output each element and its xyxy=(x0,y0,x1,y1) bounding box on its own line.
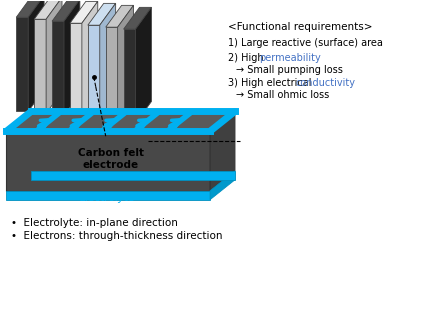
Polygon shape xyxy=(64,0,80,115)
Polygon shape xyxy=(118,5,134,121)
Text: •  Electrolyte: in-plane direction: • Electrolyte: in-plane direction xyxy=(11,217,178,228)
Polygon shape xyxy=(7,131,210,191)
Polygon shape xyxy=(46,0,62,113)
Polygon shape xyxy=(100,3,115,119)
Text: → Small ohmic loss: → Small ohmic loss xyxy=(236,90,329,100)
Text: 3) High electrical: 3) High electrical xyxy=(228,78,315,88)
Polygon shape xyxy=(31,171,235,180)
Text: <Functional requirements>: <Functional requirements> xyxy=(228,22,372,32)
Polygon shape xyxy=(124,29,135,123)
Polygon shape xyxy=(34,19,46,113)
Polygon shape xyxy=(210,171,235,200)
Text: conductivity: conductivity xyxy=(296,78,355,88)
Polygon shape xyxy=(124,7,151,29)
Polygon shape xyxy=(52,0,80,21)
Polygon shape xyxy=(52,21,64,115)
Polygon shape xyxy=(7,111,235,131)
Text: 2) High: 2) High xyxy=(228,53,266,63)
Text: → Small pumping loss: → Small pumping loss xyxy=(236,65,343,75)
Polygon shape xyxy=(70,1,98,23)
Polygon shape xyxy=(16,17,28,111)
Polygon shape xyxy=(106,5,134,27)
Polygon shape xyxy=(16,0,44,17)
Text: permeability: permeability xyxy=(259,53,320,63)
Polygon shape xyxy=(7,191,210,200)
Polygon shape xyxy=(28,0,44,111)
Text: •  Electrons: through-thickness direction: • Electrons: through-thickness direction xyxy=(11,231,223,242)
Polygon shape xyxy=(88,3,115,25)
Polygon shape xyxy=(34,0,62,19)
Polygon shape xyxy=(106,27,118,121)
Text: Electrolyte: Electrolyte xyxy=(80,193,135,203)
Polygon shape xyxy=(135,7,151,123)
Polygon shape xyxy=(82,1,98,117)
Polygon shape xyxy=(88,25,100,119)
Polygon shape xyxy=(210,111,235,191)
Text: 1) Large reactive (surface) area: 1) Large reactive (surface) area xyxy=(228,38,383,48)
Text: Carbon felt
electrode: Carbon felt electrode xyxy=(78,148,144,170)
Polygon shape xyxy=(70,23,82,117)
